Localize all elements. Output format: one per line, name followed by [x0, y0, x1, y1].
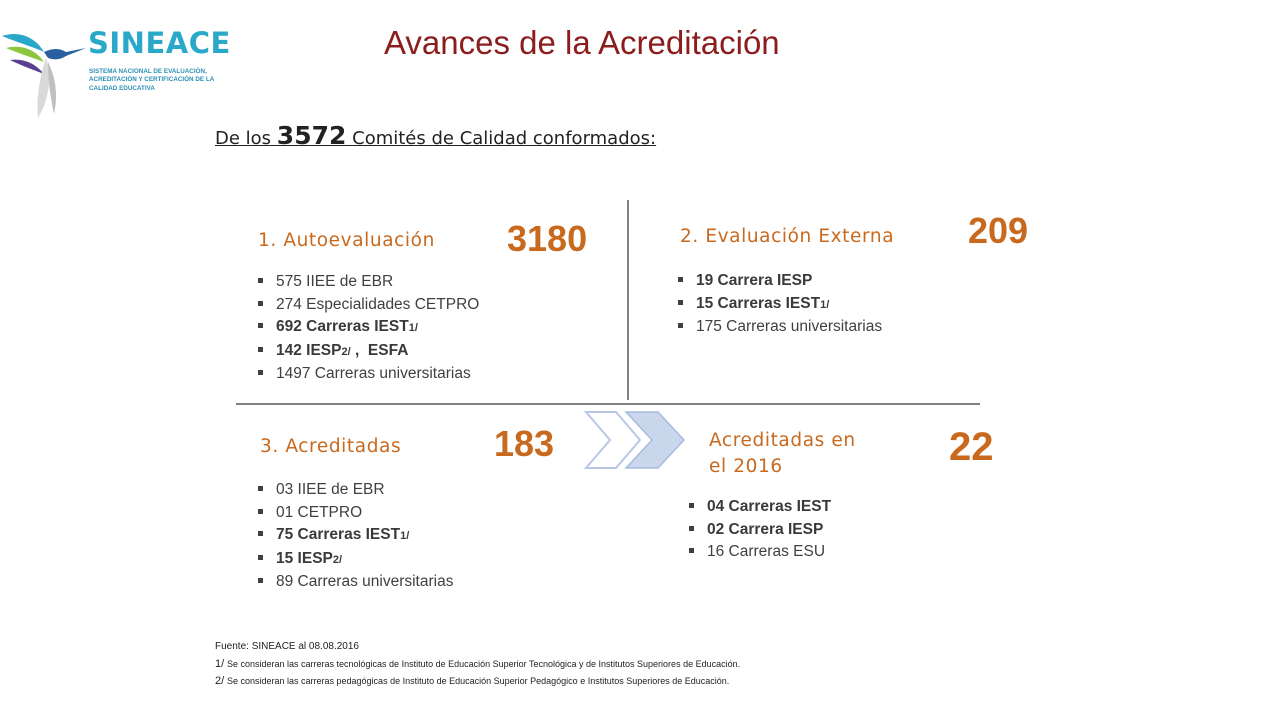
- subtitle-post: Comités de Calidad conformados:: [352, 128, 657, 149]
- footnote-ref: 1/: [820, 298, 830, 311]
- list-item-text: 16 Carreras ESU: [707, 543, 826, 560]
- footnote-ref: 1/: [408, 322, 418, 334]
- list-item-text: 692 Carreras IEST: [276, 318, 409, 335]
- list-item-text: 89 Carreras universitarias: [276, 573, 454, 590]
- list-item: 15 IESP2/: [258, 548, 453, 572]
- evaluacion-externa-list: 19 Carrera IESP 15 Carreras IEST1/175 Car…: [678, 270, 882, 339]
- acreditadas-2016-list: 04 Carreras IEST 02 Carrera IESP 16 Carrer…: [689, 496, 831, 564]
- acreditadas-2016-heading: Acreditadas en el 2016: [709, 428, 856, 480]
- list-item: 89 Carreras universitarias: [258, 571, 453, 594]
- list-item-text: 04 Carreras IEST: [707, 498, 832, 515]
- footnote-2-text: Se consideran las carreras pedagógicas d…: [226, 676, 730, 686]
- sineace-logo: [0, 18, 215, 123]
- list-item-text: 575 IIEE de EBR: [276, 273, 394, 290]
- autoevaluacion-list: 575 IIEE de EBR 274 Especialidades CETPRO…: [258, 271, 479, 386]
- list-item: 142 IESP2/ , ESFA: [258, 340, 479, 364]
- list-item-text: 274 Especialidades CETPRO: [276, 295, 480, 313]
- chevron-arrows-icon: [584, 411, 686, 469]
- footnote-1-text: Se consideran las carreras tecnológicas …: [226, 659, 741, 669]
- list-item: 274 Especialidades CETPRO: [258, 294, 479, 317]
- list-item-text: 02 Carrera IESP: [707, 520, 824, 538]
- footnote-ref: 2/: [341, 345, 351, 358]
- committees-total: 3572: [276, 121, 347, 150]
- list-item-text: 15 Carreras IEST: [696, 294, 821, 312]
- acreditadas-2016-count: 22: [949, 425, 994, 469]
- list-item: 02 Carrera IESP: [689, 519, 831, 542]
- list-item-suffix: , ESFA: [350, 341, 409, 359]
- footnote-2: 2/ Se consideran las carreras pedagógica…: [215, 675, 729, 687]
- footnote-1: 1/ Se consideran las carreras tecnológic…: [215, 658, 740, 670]
- autoevaluacion-heading: 1. Autoevaluación: [258, 230, 435, 251]
- list-item: 03 IIEE de EBR: [258, 479, 453, 502]
- list-item-text: 19 Carrera IESP: [696, 272, 813, 289]
- footnote-1-mark: 1/: [215, 658, 225, 670]
- list-item: 175 Carreras universitarias: [678, 316, 882, 339]
- list-item-text: 142 IESP: [276, 341, 342, 359]
- list-item-text: 175 Carreras universitarias: [696, 318, 883, 335]
- evaluacion-externa-count: 209: [968, 210, 1029, 251]
- acreditadas-list: 03 IIEE de EBR 01 CETPRO 75 Carreras IEST1…: [258, 479, 453, 594]
- footnote-ref: 2/: [332, 553, 343, 566]
- acreditadas-count: 183: [494, 423, 555, 464]
- logo-wordmark: SINEACE: [88, 26, 231, 60]
- list-item: 15 Carreras IEST1/: [678, 293, 882, 317]
- list-item: 01 CETPRO: [258, 502, 453, 525]
- source-note: Fuente: SINEACE al 08.08.2016: [215, 641, 359, 652]
- list-item: 1497 Carreras universitarias: [258, 363, 479, 386]
- page-title: Avances de la Acreditación: [384, 24, 780, 61]
- committees-subtitle: De los 3572 Comités de Calidad conformad…: [215, 121, 656, 150]
- list-item-text: 75 Carreras IEST: [276, 526, 401, 543]
- autoevaluacion-count: 3180: [507, 218, 588, 259]
- acreditadas-2016-heading-line1: Acreditadas en: [709, 430, 856, 451]
- footnote-ref: 1/: [400, 530, 410, 542]
- subtitle-pre: De los: [215, 128, 272, 149]
- list-item: 692 Carreras IEST1/: [258, 316, 479, 340]
- footnote-2-mark: 2/: [215, 675, 225, 687]
- list-item-text: 03 IIEE de EBR: [276, 481, 385, 498]
- acreditadas-2016-heading-line2: el 2016: [709, 456, 783, 477]
- list-item: 04 Carreras IEST: [689, 496, 831, 519]
- list-item-text: 15 IESP: [276, 549, 333, 567]
- logo-tagline: SISTEMA NACIONAL DE EVALUACIÓN, ACREDITA…: [89, 68, 215, 92]
- list-item-text: 01 CETPRO: [276, 503, 363, 521]
- list-item: 75 Carreras IEST1/: [258, 524, 453, 548]
- list-item: 16 Carreras ESU: [689, 541, 831, 564]
- list-item: 575 IIEE de EBR: [258, 271, 479, 294]
- list-item-text: 1497 Carreras universitarias: [276, 365, 471, 382]
- horizontal-divider: [236, 403, 980, 405]
- vertical-divider: [627, 200, 629, 400]
- hummingbird-icon: [2, 33, 86, 118]
- evaluacion-externa-heading: 2. Evaluación Externa: [680, 226, 895, 247]
- acreditadas-heading: 3. Acreditadas: [260, 436, 402, 457]
- list-item: 19 Carrera IESP: [678, 270, 882, 293]
